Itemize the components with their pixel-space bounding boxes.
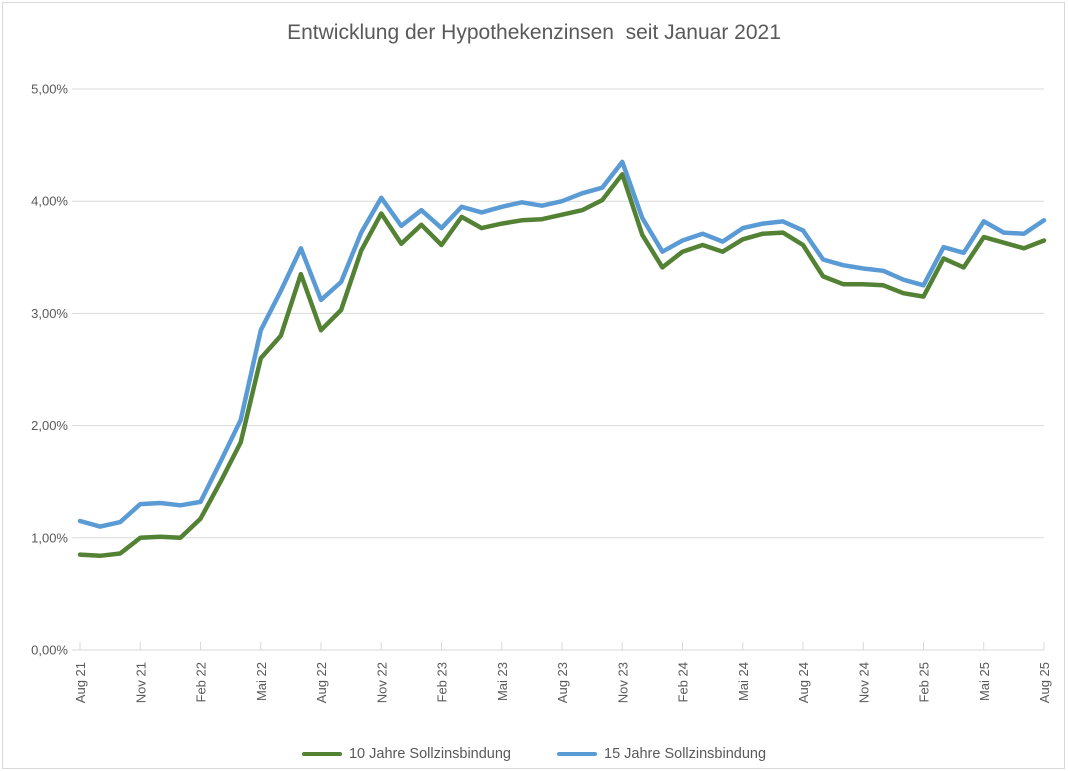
x-axis-label: Feb 24 [676, 662, 691, 702]
x-axis-label: Aug 21 [73, 662, 88, 703]
x-axis-label: Mai 24 [736, 662, 751, 701]
y-axis-label: 2,00% [31, 418, 68, 433]
x-axis-label: Nov 23 [615, 662, 630, 703]
legend-label-15-jahre: 15 Jahre Sollzinsbindung [604, 746, 767, 762]
legend-item-10-jahre: 10 Jahre Sollzinsbindung [301, 746, 511, 762]
x-axis-label: Nov 21 [133, 662, 148, 703]
y-axis-label: 3,00% [31, 306, 68, 321]
x-axis-label: Aug 24 [796, 662, 811, 703]
x-axis-label: Feb 22 [194, 662, 209, 702]
x-axis-label: Feb 23 [435, 662, 450, 702]
legend-item-15-jahre: 15 Jahre Sollzinsbindung [557, 746, 766, 762]
y-axis-label: 5,00% [31, 82, 68, 97]
chart-title: Entwicklung der Hypothekenzinsen seit Ja… [287, 21, 781, 44]
series-line-15-jahre [77, 159, 1047, 529]
legend-swatch-15-jahre [557, 751, 597, 757]
x-axis-label: Nov 24 [856, 662, 871, 703]
x-axis-label: Mai 25 [977, 662, 992, 701]
x-axis-label: Aug 23 [555, 662, 570, 703]
legend: 10 Jahre Sollzinsbindung 15 Jahre Sollzi… [0, 746, 1068, 762]
y-axis-label: 0,00% [31, 643, 68, 658]
y-axis-label: 4,00% [31, 194, 68, 209]
legend-label-10-jahre: 10 Jahre Sollzinsbindung [348, 746, 511, 762]
series-line-10-jahre [77, 172, 1047, 559]
x-axis-label: Feb 25 [917, 662, 932, 702]
x-axis-label: Aug 22 [314, 662, 329, 703]
x-axis-label: Aug 25 [1037, 662, 1052, 703]
x-axis-label: Mai 23 [495, 662, 510, 701]
x-axis-label: Mai 22 [254, 662, 269, 701]
legend-swatch-10-jahre [301, 751, 342, 757]
x-axis-label: Nov 22 [374, 662, 389, 703]
y-axis-label: 1,00% [31, 530, 68, 545]
